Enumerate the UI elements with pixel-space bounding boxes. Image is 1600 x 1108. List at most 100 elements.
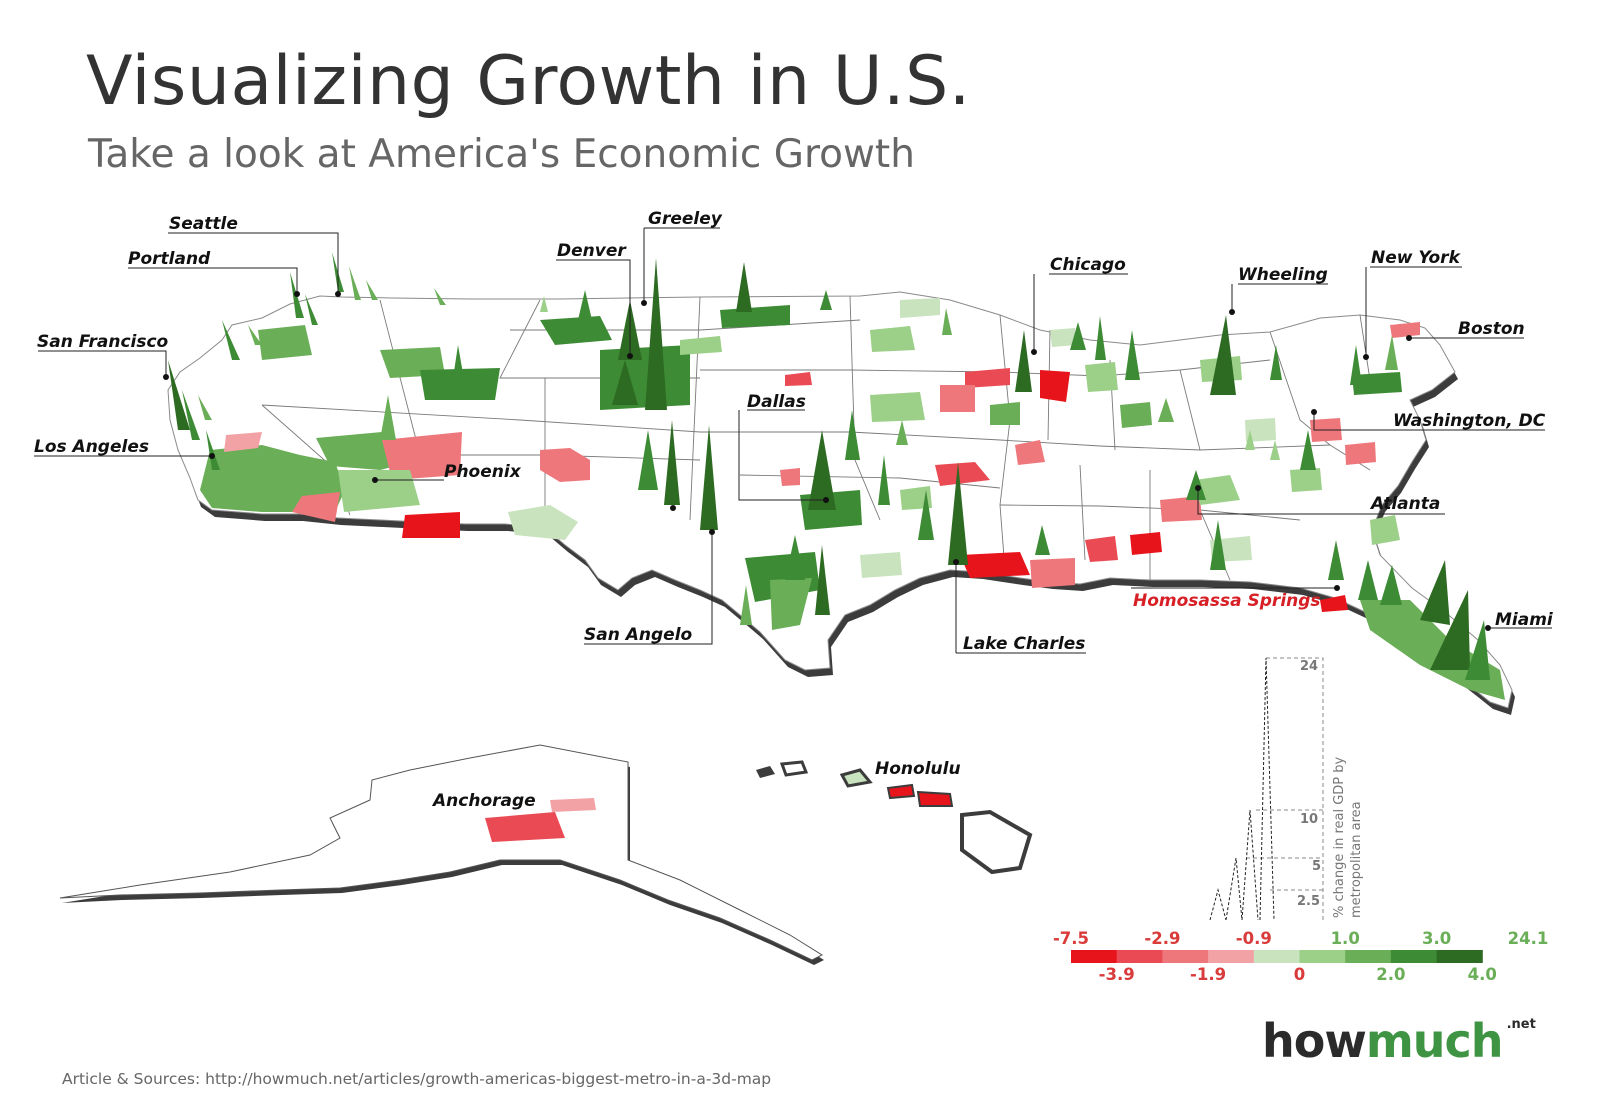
legend-tick-label: 24.1 xyxy=(1508,929,1549,948)
growth-spike xyxy=(1465,620,1490,680)
metro-region xyxy=(870,326,915,352)
growth-spike xyxy=(1210,315,1236,395)
growth-spike xyxy=(700,425,718,530)
growth-spike xyxy=(1398,610,1422,640)
city-label-lake-charles: Lake Charles xyxy=(963,634,1085,654)
growth-spikes xyxy=(168,252,1490,680)
legend-bottom-labels: -3.9 -1.9 0 2.0 4.0 xyxy=(1099,965,1497,984)
city-label-san-francisco: San Francisco xyxy=(37,332,169,352)
height-scale: 24 10 5 2.5 % change in real GDP by metr… xyxy=(1209,657,1364,921)
legend-tick-label: -0.9 xyxy=(1236,929,1272,948)
metro-region xyxy=(540,448,590,482)
legend-swatch xyxy=(1162,950,1209,963)
growth-spike xyxy=(206,430,220,470)
city-label-greeley: Greeley xyxy=(648,209,723,229)
growth-spike xyxy=(452,345,465,385)
growth-spike xyxy=(349,266,361,300)
growth-spike xyxy=(1270,345,1282,380)
hawaii-island xyxy=(960,809,1033,875)
page-subtitle: Take a look at America's Economic Growth xyxy=(88,132,915,177)
growth-spike xyxy=(896,420,908,445)
hawaii-island xyxy=(779,760,809,777)
metro-region xyxy=(1120,402,1152,428)
growth-spike xyxy=(1095,316,1106,360)
metro-region xyxy=(940,385,975,412)
metro-region xyxy=(1195,475,1240,505)
growth-spike xyxy=(1210,520,1226,570)
logo-part-much: much xyxy=(1365,1014,1504,1068)
growth-spike xyxy=(222,320,240,360)
metro-region xyxy=(338,470,420,512)
metro-region xyxy=(540,316,612,345)
metro-region xyxy=(990,402,1020,425)
city-label-homosassa-springs: Homosassa Springs xyxy=(1133,591,1321,611)
legend-top-labels: -7.5 -2.9 -0.9 1.0 3.0 24.1 xyxy=(1053,929,1548,948)
metro-region xyxy=(292,492,340,522)
city-label-new-york: New York xyxy=(1371,248,1462,268)
logo-part-how: how xyxy=(1262,1014,1367,1068)
growth-spike xyxy=(820,290,832,310)
growth-spike xyxy=(612,360,638,405)
growth-spike xyxy=(1245,430,1255,450)
growth-spike xyxy=(638,430,658,490)
metro-regions xyxy=(200,298,1505,700)
callout-dots xyxy=(163,291,1491,631)
growth-spike xyxy=(645,258,667,410)
legend-tick-label: 2.0 xyxy=(1376,965,1405,984)
metro-region xyxy=(860,552,902,578)
city-label-chicago: Chicago xyxy=(1050,255,1126,275)
growth-spike xyxy=(1420,560,1450,625)
metro-region xyxy=(1160,496,1202,522)
city-label-los-angeles: Los Angeles xyxy=(34,437,149,457)
growth-spike xyxy=(248,325,262,345)
legend-swatches xyxy=(1071,950,1483,963)
city-label-miami: Miami xyxy=(1495,610,1554,630)
growth-spike xyxy=(1035,525,1050,555)
city-label-honolulu: Honolulu xyxy=(875,759,961,779)
growth-spike xyxy=(736,262,752,312)
metro-region xyxy=(960,552,1030,578)
growth-spike xyxy=(664,420,680,505)
metro-region xyxy=(1345,442,1376,465)
metro-region xyxy=(1245,418,1276,442)
hawaii-island xyxy=(839,768,873,788)
growth-spike xyxy=(366,280,378,300)
growth-spike xyxy=(1328,540,1344,580)
city-labels: Seattle Portland San Francisco Los Angel… xyxy=(34,209,1554,811)
legend-swatch xyxy=(1116,950,1163,963)
growth-spike xyxy=(434,288,446,305)
metro-region xyxy=(1030,558,1075,588)
growth-spike xyxy=(1385,335,1398,370)
legend-swatch xyxy=(1345,950,1392,963)
metro-region xyxy=(1130,532,1162,555)
city-label-washington-dc: Washington, DC xyxy=(1393,411,1546,431)
metro-region xyxy=(770,578,812,630)
growth-spike xyxy=(845,410,860,460)
growth-spike xyxy=(198,395,212,420)
legend-tick-label: -7.5 xyxy=(1053,929,1089,948)
height-scale-value: 10 xyxy=(1300,812,1318,827)
legend-swatch xyxy=(1253,950,1300,963)
growth-spike xyxy=(1358,560,1378,600)
metro-region xyxy=(1352,372,1402,395)
alaska xyxy=(59,744,824,965)
metro-region xyxy=(550,798,596,812)
growth-spike xyxy=(1380,565,1402,605)
height-scale-value: 2.5 xyxy=(1297,894,1320,909)
growth-spike xyxy=(1070,322,1086,350)
growth-spike xyxy=(878,455,890,505)
metro-region xyxy=(935,462,990,486)
legend-swatch xyxy=(1071,950,1118,963)
legend-tick-label: 0 xyxy=(1294,965,1305,984)
height-scale-value: 24 xyxy=(1300,659,1318,674)
growth-spike xyxy=(1350,345,1362,385)
metro-region xyxy=(1390,322,1420,338)
height-scale-label: % change in real GDP by xyxy=(1332,756,1347,918)
growth-spike xyxy=(918,490,934,540)
metro-region xyxy=(680,336,722,355)
page-title: Visualizing Growth in U.S. xyxy=(86,42,971,121)
city-label-san-angelo: San Angelo xyxy=(584,625,693,645)
legend-tick-label: -2.9 xyxy=(1144,929,1180,948)
callouts xyxy=(34,227,1552,654)
